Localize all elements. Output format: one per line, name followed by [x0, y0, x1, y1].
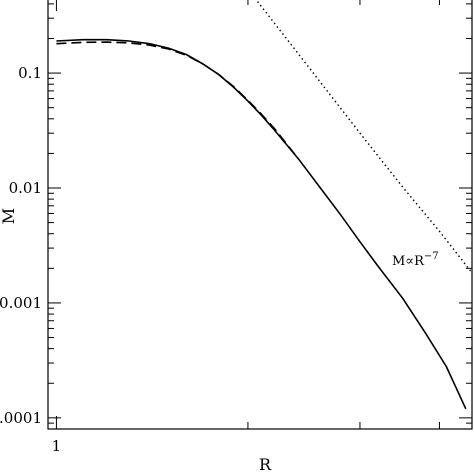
y-tick-label: 0.1: [18, 64, 42, 82]
dashed-series-line: [56, 41, 299, 160]
annotation-text: M∝R: [392, 254, 425, 269]
solid-series-line: [56, 38, 467, 410]
y-axis-label: M: [0, 208, 18, 224]
plot-frame: [47, 0, 473, 430]
y-tick-label: 0.0001: [0, 409, 42, 427]
y-tick-label: 0.01: [9, 179, 42, 197]
annotation-exponent: −7: [424, 251, 439, 262]
dotted-series-line: [255, 0, 473, 274]
series-layer: [56, 0, 473, 410]
tick-labels: 0.1 0.01 0.001 0.0001 1: [0, 64, 61, 455]
power-law-annotation: M∝R−7: [392, 251, 439, 269]
x-tick-label: 1: [52, 437, 62, 455]
x-axis-label: R: [259, 455, 272, 474]
axis-ticks: [48, 0, 472, 430]
y-tick-label: 0.001: [0, 294, 42, 312]
